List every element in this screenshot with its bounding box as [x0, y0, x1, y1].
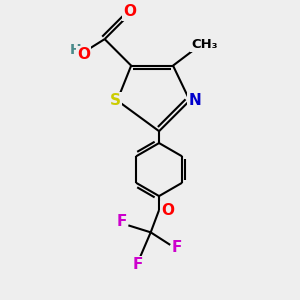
Text: O: O	[162, 202, 175, 217]
Text: F: F	[132, 257, 142, 272]
Text: O: O	[123, 4, 136, 20]
Text: CH₃: CH₃	[191, 38, 218, 51]
Text: H: H	[70, 43, 81, 57]
Text: F: F	[172, 240, 182, 255]
Text: S: S	[110, 93, 121, 108]
Text: N: N	[188, 93, 201, 108]
Text: F: F	[116, 214, 127, 230]
Text: O: O	[77, 47, 90, 62]
